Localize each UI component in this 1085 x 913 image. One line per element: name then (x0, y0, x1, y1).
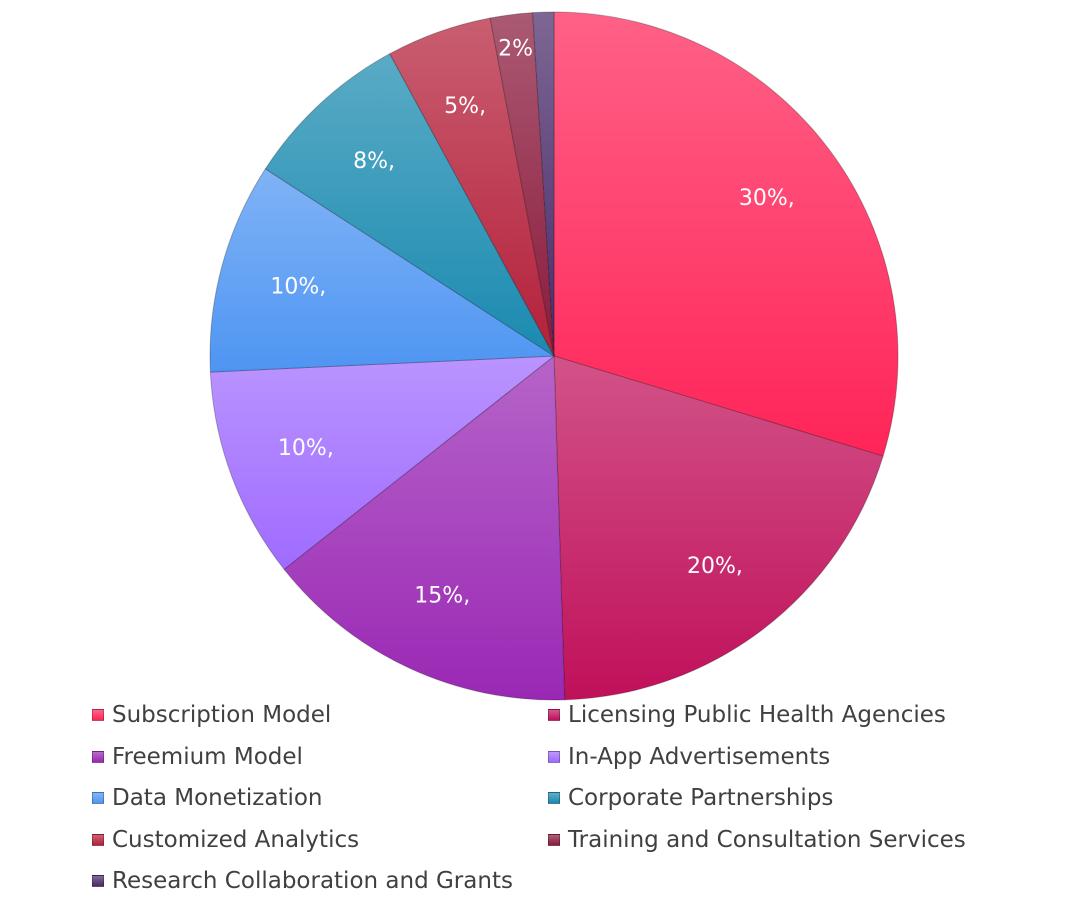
data-label-subscription-model: 30%, (739, 186, 795, 211)
pie-slice-in-app-advertisements (209, 355, 556, 570)
pie-data-labels: 30%, 20%, 15%, 10%, 10%, 8%, 5%, 2% (270, 36, 794, 608)
data-label-data-monetization: 10%, (270, 274, 326, 299)
pie-slice-corporate-partnerships (264, 53, 555, 357)
data-label-in-app-advertisements: 10%, (278, 436, 334, 461)
data-label-corporate-partnerships: 8%, (353, 149, 395, 174)
data-label-customized-analytics: 5%, (444, 94, 486, 119)
pie-slice-training-and-consultation-services (489, 12, 555, 357)
pie-slice-freemium-model (283, 354, 566, 701)
data-label-licensing-public-health-agencies: 20%, (687, 554, 743, 579)
pie-slices (209, 11, 899, 701)
pie-slice-research-collaboration-and-grants (532, 11, 555, 357)
pie-slice-licensing-public-health-agencies (553, 355, 884, 701)
pie-slice-data-monetization (209, 168, 556, 373)
pie-slice-subscription-model (553, 11, 899, 457)
data-label-training-and-consultation-services: 2% (498, 36, 533, 61)
data-label-freemium-model: 15%, (414, 584, 470, 609)
pie-slice-customized-analytics (389, 17, 555, 357)
